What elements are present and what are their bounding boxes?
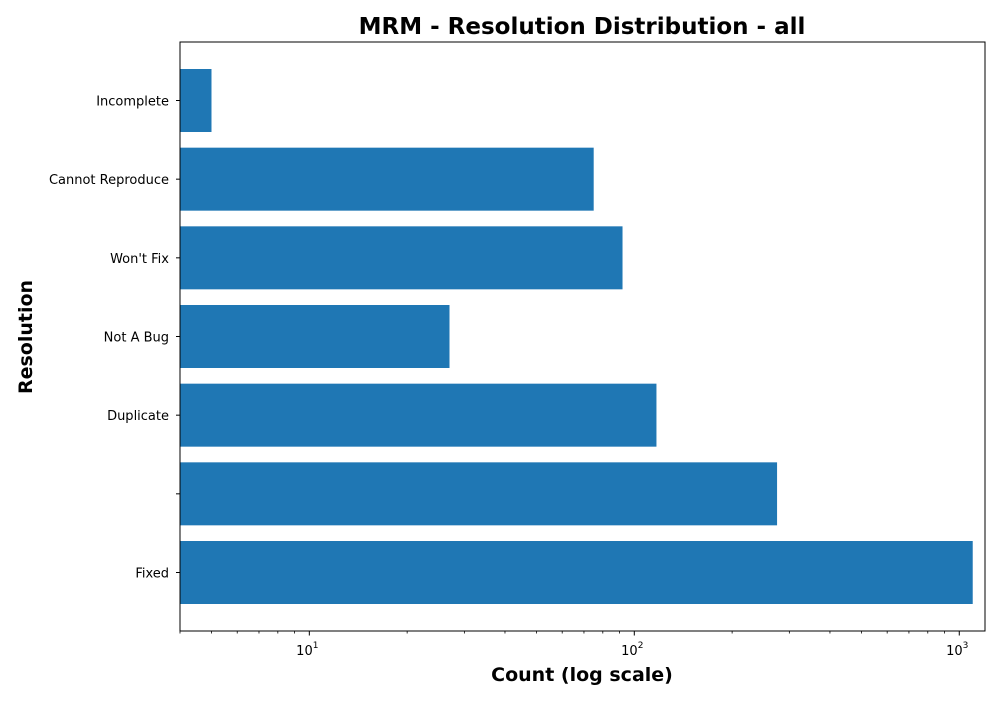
x-tick-label: 103 — [946, 641, 968, 659]
y-tick-label: Fixed — [135, 567, 169, 582]
y-tick-label: Not A Bug — [104, 331, 169, 346]
x-axis: 101 102 103 — [179, 631, 968, 659]
x-tick-label: 101 — [296, 641, 318, 659]
bar — [180, 305, 450, 368]
y-axis-title: Resolution — [15, 280, 37, 394]
bar — [180, 69, 212, 132]
chart-title: MRM - Resolution Distribution - all — [359, 14, 806, 40]
x-tick-base: 10 — [296, 644, 313, 659]
y-axis: Fixed Duplicate Not A Bug Won't Fix Cannot R… — [49, 95, 180, 582]
x-tick-exponent: 2 — [638, 641, 644, 651]
x-tick-label: 102 — [621, 641, 643, 659]
bar — [180, 147, 594, 211]
bar — [180, 383, 657, 447]
bar — [180, 462, 778, 526]
x-tick-exponent: 1 — [313, 641, 319, 651]
bars-layer — [180, 69, 973, 604]
x-tick-exponent: 3 — [963, 641, 969, 651]
y-tick-label: Duplicate — [107, 409, 169, 424]
y-tick-label: Won't Fix — [110, 252, 169, 267]
y-tick-label: Incomplete — [96, 95, 169, 110]
x-tick-base: 10 — [946, 644, 963, 659]
bar — [180, 226, 623, 290]
bar — [180, 541, 973, 604]
y-tick-label: Cannot Reproduce — [49, 173, 169, 188]
x-tick-base: 10 — [621, 644, 638, 659]
x-axis-title: Count (log scale) — [491, 664, 673, 686]
